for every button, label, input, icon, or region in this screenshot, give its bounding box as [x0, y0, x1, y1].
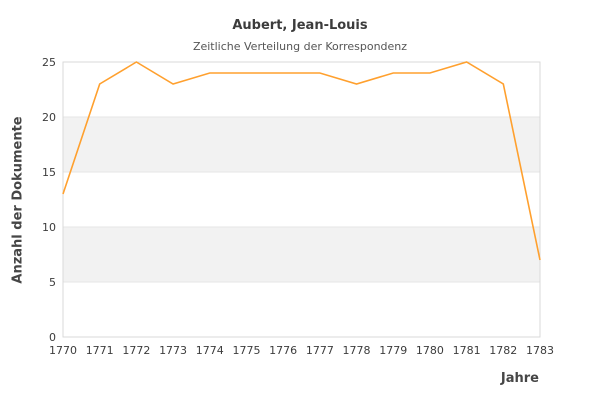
y-tick-label: 0	[49, 331, 56, 344]
plot-border	[62, 61, 541, 338]
series-line[interactable]	[62, 61, 541, 261]
x-tick-label: 1778	[343, 344, 371, 357]
y-tick-label: 25	[42, 56, 56, 69]
x-tick-label: 1774	[196, 344, 224, 357]
y-tick-label: 15	[42, 166, 56, 179]
y-tick-label: 20	[42, 111, 56, 124]
x-tick-label: 1781	[453, 344, 481, 357]
x-tick-label: 1772	[122, 344, 150, 357]
chart-subtitle: Zeitliche Verteilung der Korrespondenz	[192, 40, 408, 53]
x-tick-label: 1775	[232, 344, 260, 357]
chart-title: Aubert, Jean-Louis	[232, 18, 368, 33]
x-tick-label: 1777	[306, 344, 334, 357]
plot-band	[63, 227, 540, 282]
x-tick-label: 1779	[379, 344, 407, 357]
y-tick-label: 10	[42, 221, 56, 234]
plot-band	[63, 117, 540, 172]
x-tick-label: 1773	[159, 344, 187, 357]
x-tick-label: 1780	[416, 344, 444, 357]
x-tick-label: 1782	[489, 344, 517, 357]
y-tick-label: 5	[49, 276, 56, 289]
x-axis-title: Jahre	[500, 371, 539, 386]
x-tick-label: 1776	[269, 344, 297, 357]
x-tick-label: 1771	[86, 344, 114, 357]
x-tick-label: 1783	[526, 344, 554, 357]
x-tick-label: 1770	[49, 344, 77, 357]
